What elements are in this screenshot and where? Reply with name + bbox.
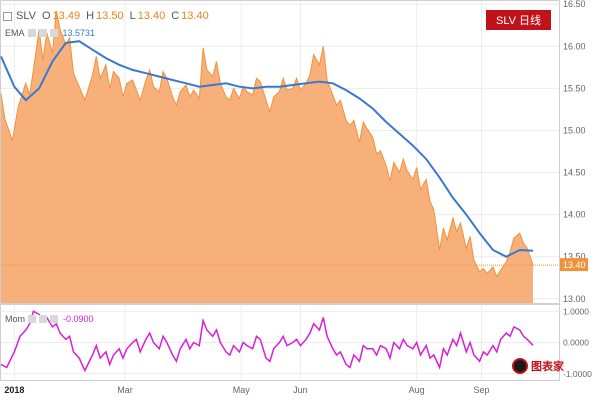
price-y-tick-label: 13.50 bbox=[563, 252, 586, 262]
mom-legend: Mom -0.0900 bbox=[5, 313, 94, 325]
ema-value: 13.5731 bbox=[62, 28, 96, 38]
price-layer bbox=[0, 10, 559, 304]
eye-icon[interactable] bbox=[27, 29, 36, 37]
ema-legend: EMA 13.5731 bbox=[5, 27, 95, 39]
price-pane-border bbox=[0, 0, 560, 304]
price-line bbox=[0, 10, 534, 279]
x-tick-label: Mar bbox=[117, 385, 133, 395]
high-value: 13.50 bbox=[96, 10, 124, 22]
mom-line bbox=[0, 310, 534, 373]
watermark-logo: 图表家 bbox=[512, 356, 564, 376]
symbol-label: SLV bbox=[16, 10, 36, 22]
close-icon[interactable] bbox=[50, 315, 58, 323]
ema-label: EMA bbox=[5, 28, 25, 38]
mom-y-tick-label: 1.0000 bbox=[563, 306, 589, 316]
price-y-tick-label: 14.00 bbox=[563, 210, 586, 220]
price-y-tick-label: 14.50 bbox=[563, 168, 586, 178]
timeframe-badge: SLV 日线 bbox=[486, 10, 551, 30]
price-y-tick-label: 15.50 bbox=[563, 83, 586, 93]
ohlc-legend: SLV O 13.49 H 13.50 L 13.40 C 13.40 bbox=[3, 9, 215, 23]
axis-layer: 13.00 13.50 14.00 14.50 15.00 15.50 16.00 16.50… bbox=[4, 0, 592, 395]
logo-text: 图表家 bbox=[531, 361, 564, 373]
x-tick-label: Aug bbox=[409, 385, 425, 395]
gear-icon[interactable] bbox=[38, 29, 47, 37]
high-label: H bbox=[86, 10, 95, 22]
mom-layer bbox=[0, 310, 534, 373]
close-icon[interactable] bbox=[49, 29, 58, 37]
open-value: 13.49 bbox=[52, 10, 81, 22]
ema-line bbox=[0, 40, 534, 258]
x-tick-label: 2018 bbox=[4, 385, 24, 395]
x-tick-label: May bbox=[233, 385, 251, 395]
price-y-tick-label: 16.50 bbox=[563, 0, 586, 9]
eye-icon[interactable] bbox=[28, 315, 36, 323]
collapse-legend-icon[interactable] bbox=[3, 11, 12, 21]
price-y-tick-label: 13.00 bbox=[563, 294, 586, 304]
low-value: 13.40 bbox=[137, 10, 166, 22]
mom-pane-border bbox=[0, 304, 560, 381]
last-price-label-box bbox=[560, 258, 588, 272]
mom-label: Mom bbox=[5, 314, 25, 324]
close-label: C bbox=[171, 10, 180, 22]
close-value: 13.40 bbox=[181, 10, 209, 22]
mom-y-tick-label: -1.0000 bbox=[563, 369, 592, 379]
logo-icon bbox=[512, 358, 528, 374]
gear-icon[interactable] bbox=[39, 315, 47, 323]
last-price-label: 13.40 bbox=[563, 260, 586, 270]
low-label: L bbox=[129, 10, 136, 22]
open-label: O bbox=[41, 10, 51, 22]
price-y-tick-label: 15.00 bbox=[563, 125, 586, 135]
mom-y-tick-label: 0.0000 bbox=[563, 338, 589, 348]
mom-value: -0.0900 bbox=[63, 314, 94, 324]
price-y-tick-label: 16.00 bbox=[563, 41, 586, 51]
price-area bbox=[1, 10, 533, 304]
x-tick-label: Jun bbox=[293, 385, 308, 395]
x-tick-label: Sep bbox=[474, 385, 490, 395]
